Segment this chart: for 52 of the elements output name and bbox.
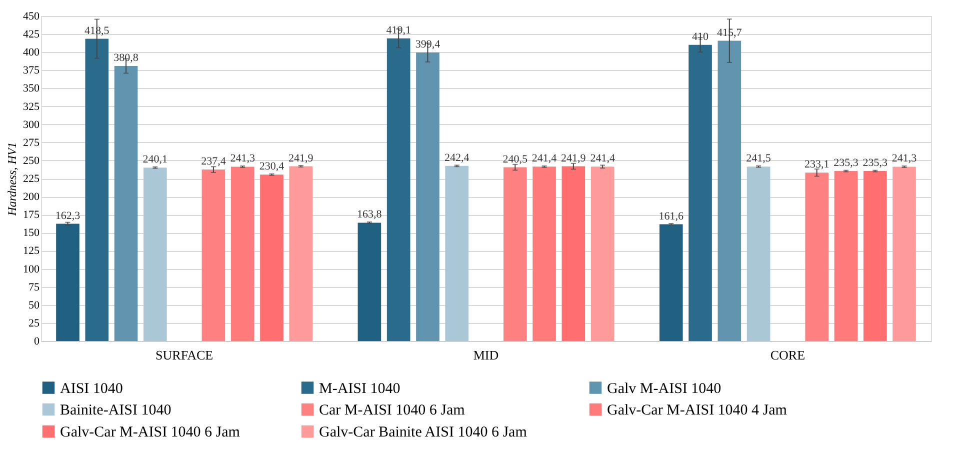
data-label: 241,5 — [746, 152, 772, 165]
legend-label: Galv-Car M-AISI 1040 4 Jam — [607, 402, 788, 418]
data-label: 242,4 — [444, 152, 470, 164]
legend-label: M-AISI 1040 — [319, 380, 400, 397]
data-label: 241,3 — [230, 152, 256, 165]
data-label: 240,1 — [142, 154, 168, 166]
y-tick-label: 50 — [28, 299, 40, 312]
data-label: 233,1 — [804, 158, 830, 171]
legend-label: AISI 1040 — [60, 380, 123, 397]
legend-label: Galv-Car M-AISI 1040 6 Jam — [60, 424, 240, 440]
data-label: 235,3 — [834, 157, 859, 170]
y-tick-label: 450 — [23, 10, 40, 22]
y-tick-label: 250 — [23, 154, 40, 167]
data-label: 162,3 — [55, 210, 81, 222]
x-tick-label: SURFACE — [156, 348, 214, 362]
legend-label: Galv-Car Bainite AISI 1040 6 Jam — [319, 424, 528, 440]
y-tick-label: 275 — [23, 136, 40, 149]
y-tick-label: 100 — [23, 263, 40, 276]
y-tick-label: 350 — [23, 82, 40, 95]
y-tick-label: 125 — [23, 245, 40, 258]
y-tick-label: 0 — [34, 336, 40, 348]
y-tick-label: 325 — [23, 100, 40, 113]
data-label: 163,8 — [357, 208, 382, 221]
data-label: 241,4 — [590, 152, 616, 165]
data-label: 410 — [692, 30, 710, 43]
data-label: 241,9 — [561, 152, 586, 164]
y-tick-label: 300 — [23, 118, 40, 131]
data-label: 241,4 — [532, 152, 558, 165]
data-label: 235,3 — [862, 157, 888, 170]
y-tick-label: 425 — [23, 28, 40, 41]
data-label: 240,5 — [502, 153, 528, 166]
legend-label: Bainite-AISI 1040 — [60, 402, 172, 418]
data-label: 241,3 — [892, 152, 918, 165]
y-tick-label: 400 — [23, 46, 40, 59]
y-axis-title: Hardness, HV1 — [5, 142, 19, 217]
data-label: 399,4 — [415, 38, 441, 51]
legend-label: Galv M-AISI 1040 — [607, 380, 722, 397]
legend-label: Car M-AISI 1040 6 Jam — [319, 402, 466, 418]
y-tick-label: 75 — [28, 281, 40, 294]
data-label: 241,9 — [288, 152, 314, 164]
y-tick-label: 200 — [23, 191, 40, 204]
data-label: 237,4 — [201, 156, 226, 168]
data-label: 230,4 — [259, 160, 285, 173]
x-tick-label: CORE — [770, 348, 806, 362]
y-tick-label: 225 — [23, 173, 40, 185]
data-label: 161,6 — [658, 210, 684, 222]
y-tick-label: 150 — [23, 227, 40, 240]
y-tick-label: 175 — [23, 209, 40, 222]
x-tick-label: MID — [473, 348, 499, 362]
data-label: 380,8 — [114, 52, 139, 64]
y-tick-label: 375 — [23, 64, 40, 77]
y-tick-label: 25 — [28, 317, 40, 330]
